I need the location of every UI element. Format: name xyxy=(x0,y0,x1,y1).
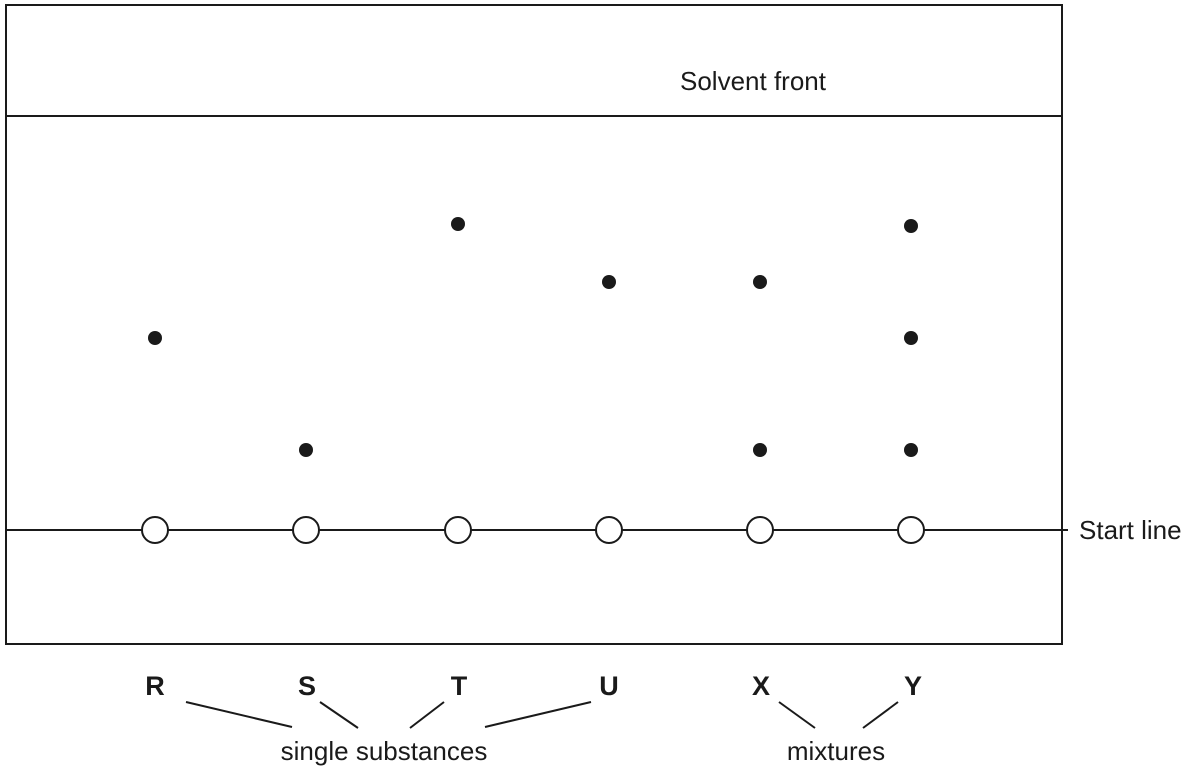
lane-label-s: S xyxy=(298,671,316,701)
origin-circle-u xyxy=(595,516,623,544)
chromatography-paper xyxy=(5,4,1063,645)
start-line-label: Start line xyxy=(1079,515,1182,545)
spot-x-2 xyxy=(753,443,767,457)
connector-x xyxy=(778,701,816,729)
origin-circle-x xyxy=(746,516,774,544)
spot-s-1 xyxy=(299,443,313,457)
connector-s xyxy=(319,701,359,729)
lane-label-t: T xyxy=(451,671,468,701)
origin-circle-r xyxy=(141,516,169,544)
spot-y-3 xyxy=(904,443,918,457)
spot-u-1 xyxy=(602,275,616,289)
connector-t xyxy=(409,701,445,729)
lane-label-y: Y xyxy=(904,671,922,701)
origin-circle-s xyxy=(292,516,320,544)
lane-labels: R S T U X Y xyxy=(145,671,922,701)
connector-y xyxy=(862,701,899,729)
spot-y-2 xyxy=(904,331,918,345)
lane-label-x: X xyxy=(752,671,770,701)
single-substances-label: single substances xyxy=(281,736,488,766)
spot-x-1 xyxy=(753,275,767,289)
spot-t-1 xyxy=(451,217,465,231)
origin-circle-y xyxy=(897,516,925,544)
origin-circle-t xyxy=(444,516,472,544)
origin-circles xyxy=(141,516,925,544)
spot-r-1 xyxy=(148,331,162,345)
connector-lines xyxy=(185,701,899,729)
spot-y-1 xyxy=(904,219,918,233)
connector-r xyxy=(185,701,293,728)
connector-u xyxy=(484,701,592,728)
lane-label-r: R xyxy=(145,671,165,701)
spots xyxy=(148,217,918,457)
mixtures-label: mixtures xyxy=(787,736,885,766)
lane-label-u: U xyxy=(599,671,619,701)
solvent-front-label: Solvent front xyxy=(680,66,827,96)
